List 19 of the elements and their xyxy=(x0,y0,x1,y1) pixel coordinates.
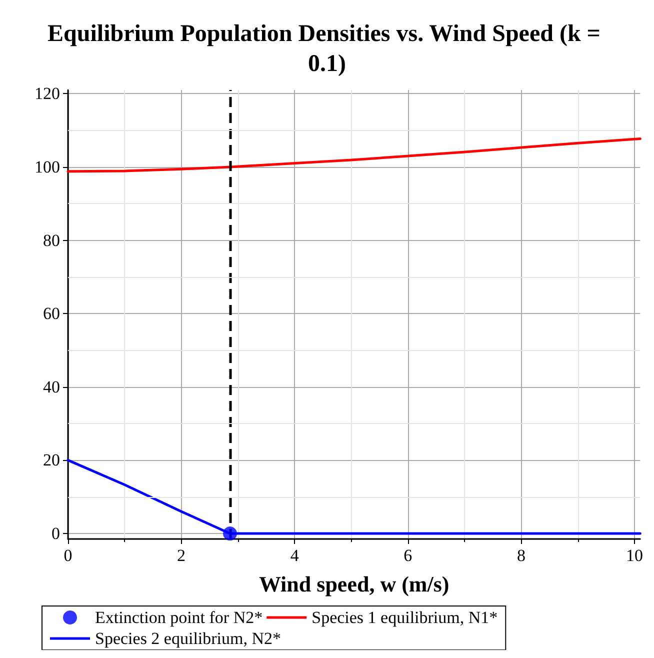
legend-label: Extinction point for N2* xyxy=(95,608,263,627)
y-tick-label: 80 xyxy=(43,230,60,250)
y-tick-label: 100 xyxy=(34,157,60,176)
line-series xyxy=(66,138,642,173)
x-tick-label: 0 xyxy=(64,546,72,565)
y-tick-label: 120 xyxy=(34,84,60,104)
x-tick-label: 2 xyxy=(177,546,186,565)
x-tick-label: 4 xyxy=(290,546,300,565)
y-tick-label: 40 xyxy=(43,377,60,396)
legend-label: Species 1 equilibrium, N1* xyxy=(312,608,498,627)
legend-label: Species 2 equilibrium, N2* xyxy=(95,629,282,648)
y-tick-label: 0 xyxy=(52,524,60,543)
chart-title: Equilibrium Population Densities vs. Wind Speed (k = 0.1) xyxy=(48,21,606,77)
x-tick-label: 8 xyxy=(516,546,526,565)
x-tick-label: 6 xyxy=(404,546,412,565)
x-tick-label: 10 xyxy=(626,546,643,565)
x-axis-title: Wind speed, w (m/s) xyxy=(258,572,450,596)
y-tick-label: 60 xyxy=(43,304,60,324)
y-tick-label: 20 xyxy=(43,450,60,470)
